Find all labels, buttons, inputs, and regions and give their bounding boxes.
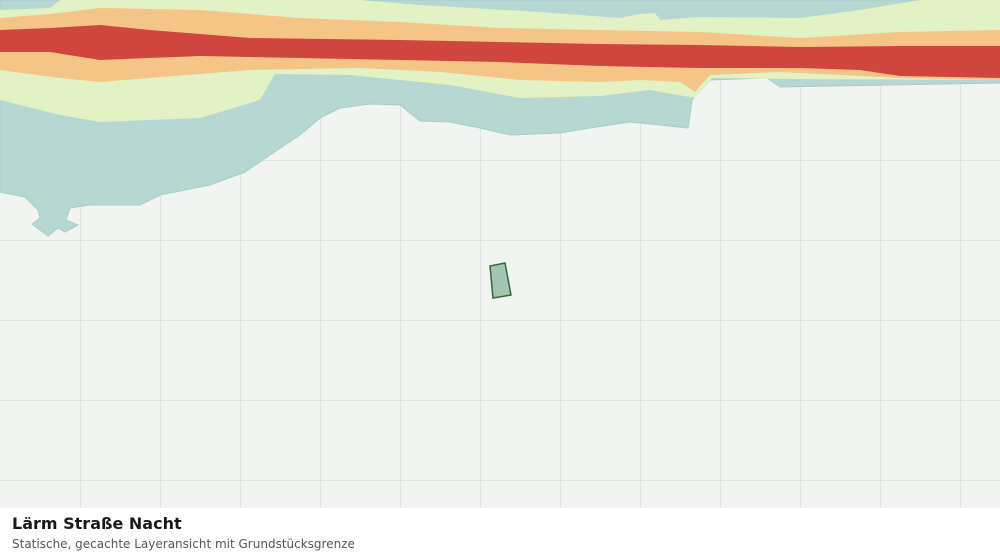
map-title: Lärm Straße Nacht [12, 514, 182, 533]
noise-zone-high [0, 25, 1000, 78]
map-subtitle: Statische, gecachte Layeransicht mit Gru… [12, 537, 355, 551]
legend-footer: Lärm Straße Nacht Statische, gecachte La… [0, 508, 1000, 560]
map [0, 0, 1000, 508]
parcel-boundary [489, 262, 512, 299]
